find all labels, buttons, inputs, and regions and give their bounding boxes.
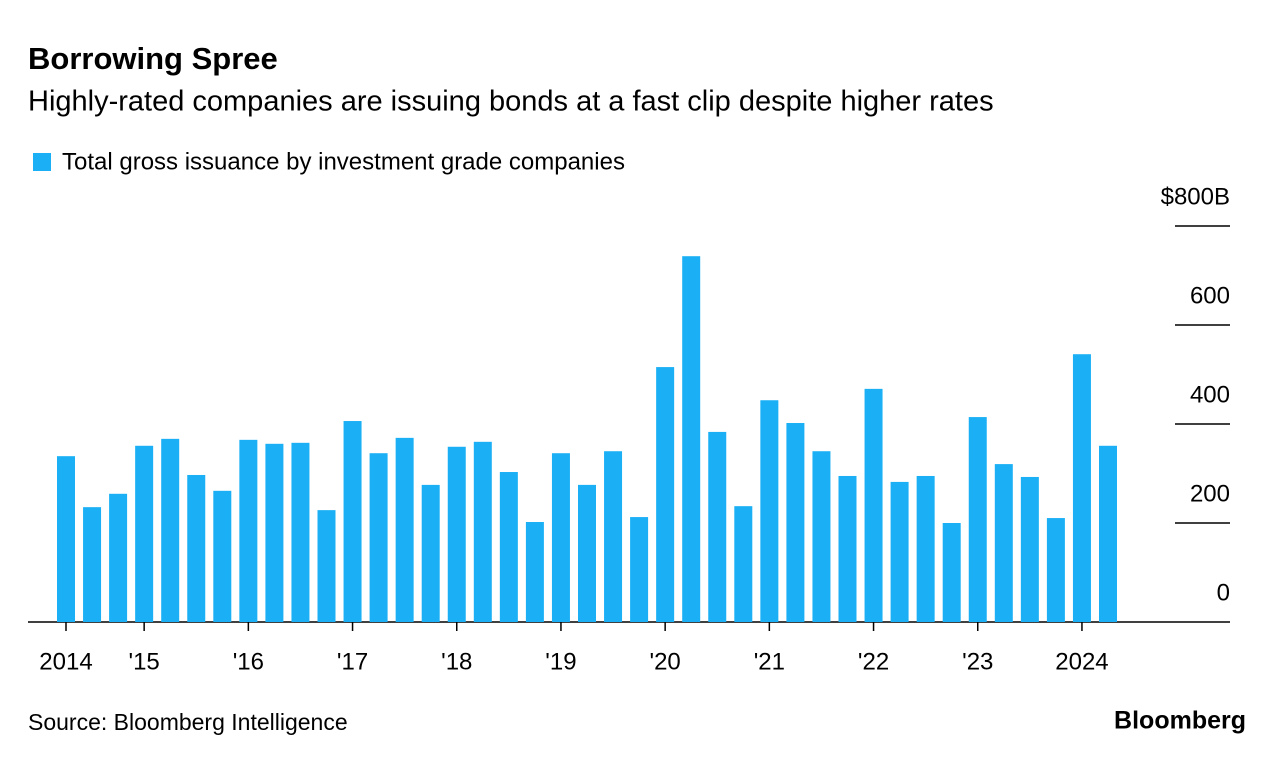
bar	[578, 484, 596, 622]
bar	[656, 367, 675, 622]
bar	[369, 453, 388, 622]
bar	[1020, 476, 1039, 622]
chart-subtitle: Highly-rated companies are issuing bonds…	[28, 86, 994, 118]
bar	[343, 421, 362, 622]
y-tick-label: 400	[1190, 381, 1230, 408]
x-tick-label: '20	[650, 648, 681, 675]
source: Source: Bloomberg Intelligence	[28, 709, 348, 735]
bar	[838, 475, 857, 622]
chart-title: Borrowing Spree	[28, 41, 278, 76]
x-tick-label: '16	[233, 648, 264, 675]
x-tick-label: '19	[545, 648, 576, 675]
bar	[395, 437, 414, 622]
x-tick-label: '17	[337, 648, 368, 675]
bar	[734, 506, 753, 622]
x-tick-label: 2014	[39, 648, 92, 675]
bar	[812, 451, 831, 622]
bar	[942, 523, 961, 622]
bar	[239, 439, 258, 622]
bar	[317, 510, 336, 622]
bar	[551, 453, 570, 622]
bar	[161, 438, 180, 622]
brand: Bloomberg	[1114, 707, 1246, 735]
x-tick-label: '23	[962, 648, 993, 675]
bar	[291, 442, 310, 622]
bar	[187, 474, 206, 622]
bar	[1099, 445, 1117, 622]
y-tick-label: 600	[1190, 282, 1230, 309]
legend-swatch	[33, 153, 51, 171]
bar	[760, 400, 779, 622]
bar	[473, 441, 492, 622]
bar	[525, 522, 544, 622]
bar	[265, 443, 284, 622]
bar	[994, 464, 1013, 622]
bar	[109, 493, 128, 622]
y-tick-label: 200	[1190, 480, 1230, 507]
bar	[499, 472, 518, 622]
y-tick-label: $800B	[1161, 183, 1230, 210]
bar	[447, 446, 466, 622]
bar	[604, 451, 623, 622]
bar	[708, 431, 727, 622]
bar	[890, 481, 909, 622]
bar	[682, 256, 701, 622]
bar	[1046, 518, 1065, 622]
bar	[213, 490, 232, 622]
bar	[916, 475, 935, 622]
x-tick-label: 2024	[1055, 648, 1108, 675]
legend-label: Total gross issuance by investment grade…	[62, 148, 625, 175]
bar	[968, 417, 987, 622]
x-tick-label: '15	[129, 648, 160, 675]
x-tick-label: '22	[858, 648, 889, 675]
bar	[83, 507, 102, 622]
bar	[786, 423, 805, 622]
y-tick-label: 0	[1217, 579, 1230, 606]
bar	[421, 484, 440, 622]
x-tick-label: '21	[754, 648, 785, 675]
bar	[1072, 354, 1091, 622]
bar	[864, 388, 883, 622]
bar	[135, 445, 154, 622]
bar	[57, 456, 75, 622]
bar	[630, 517, 649, 622]
x-tick-label: '18	[441, 648, 472, 675]
